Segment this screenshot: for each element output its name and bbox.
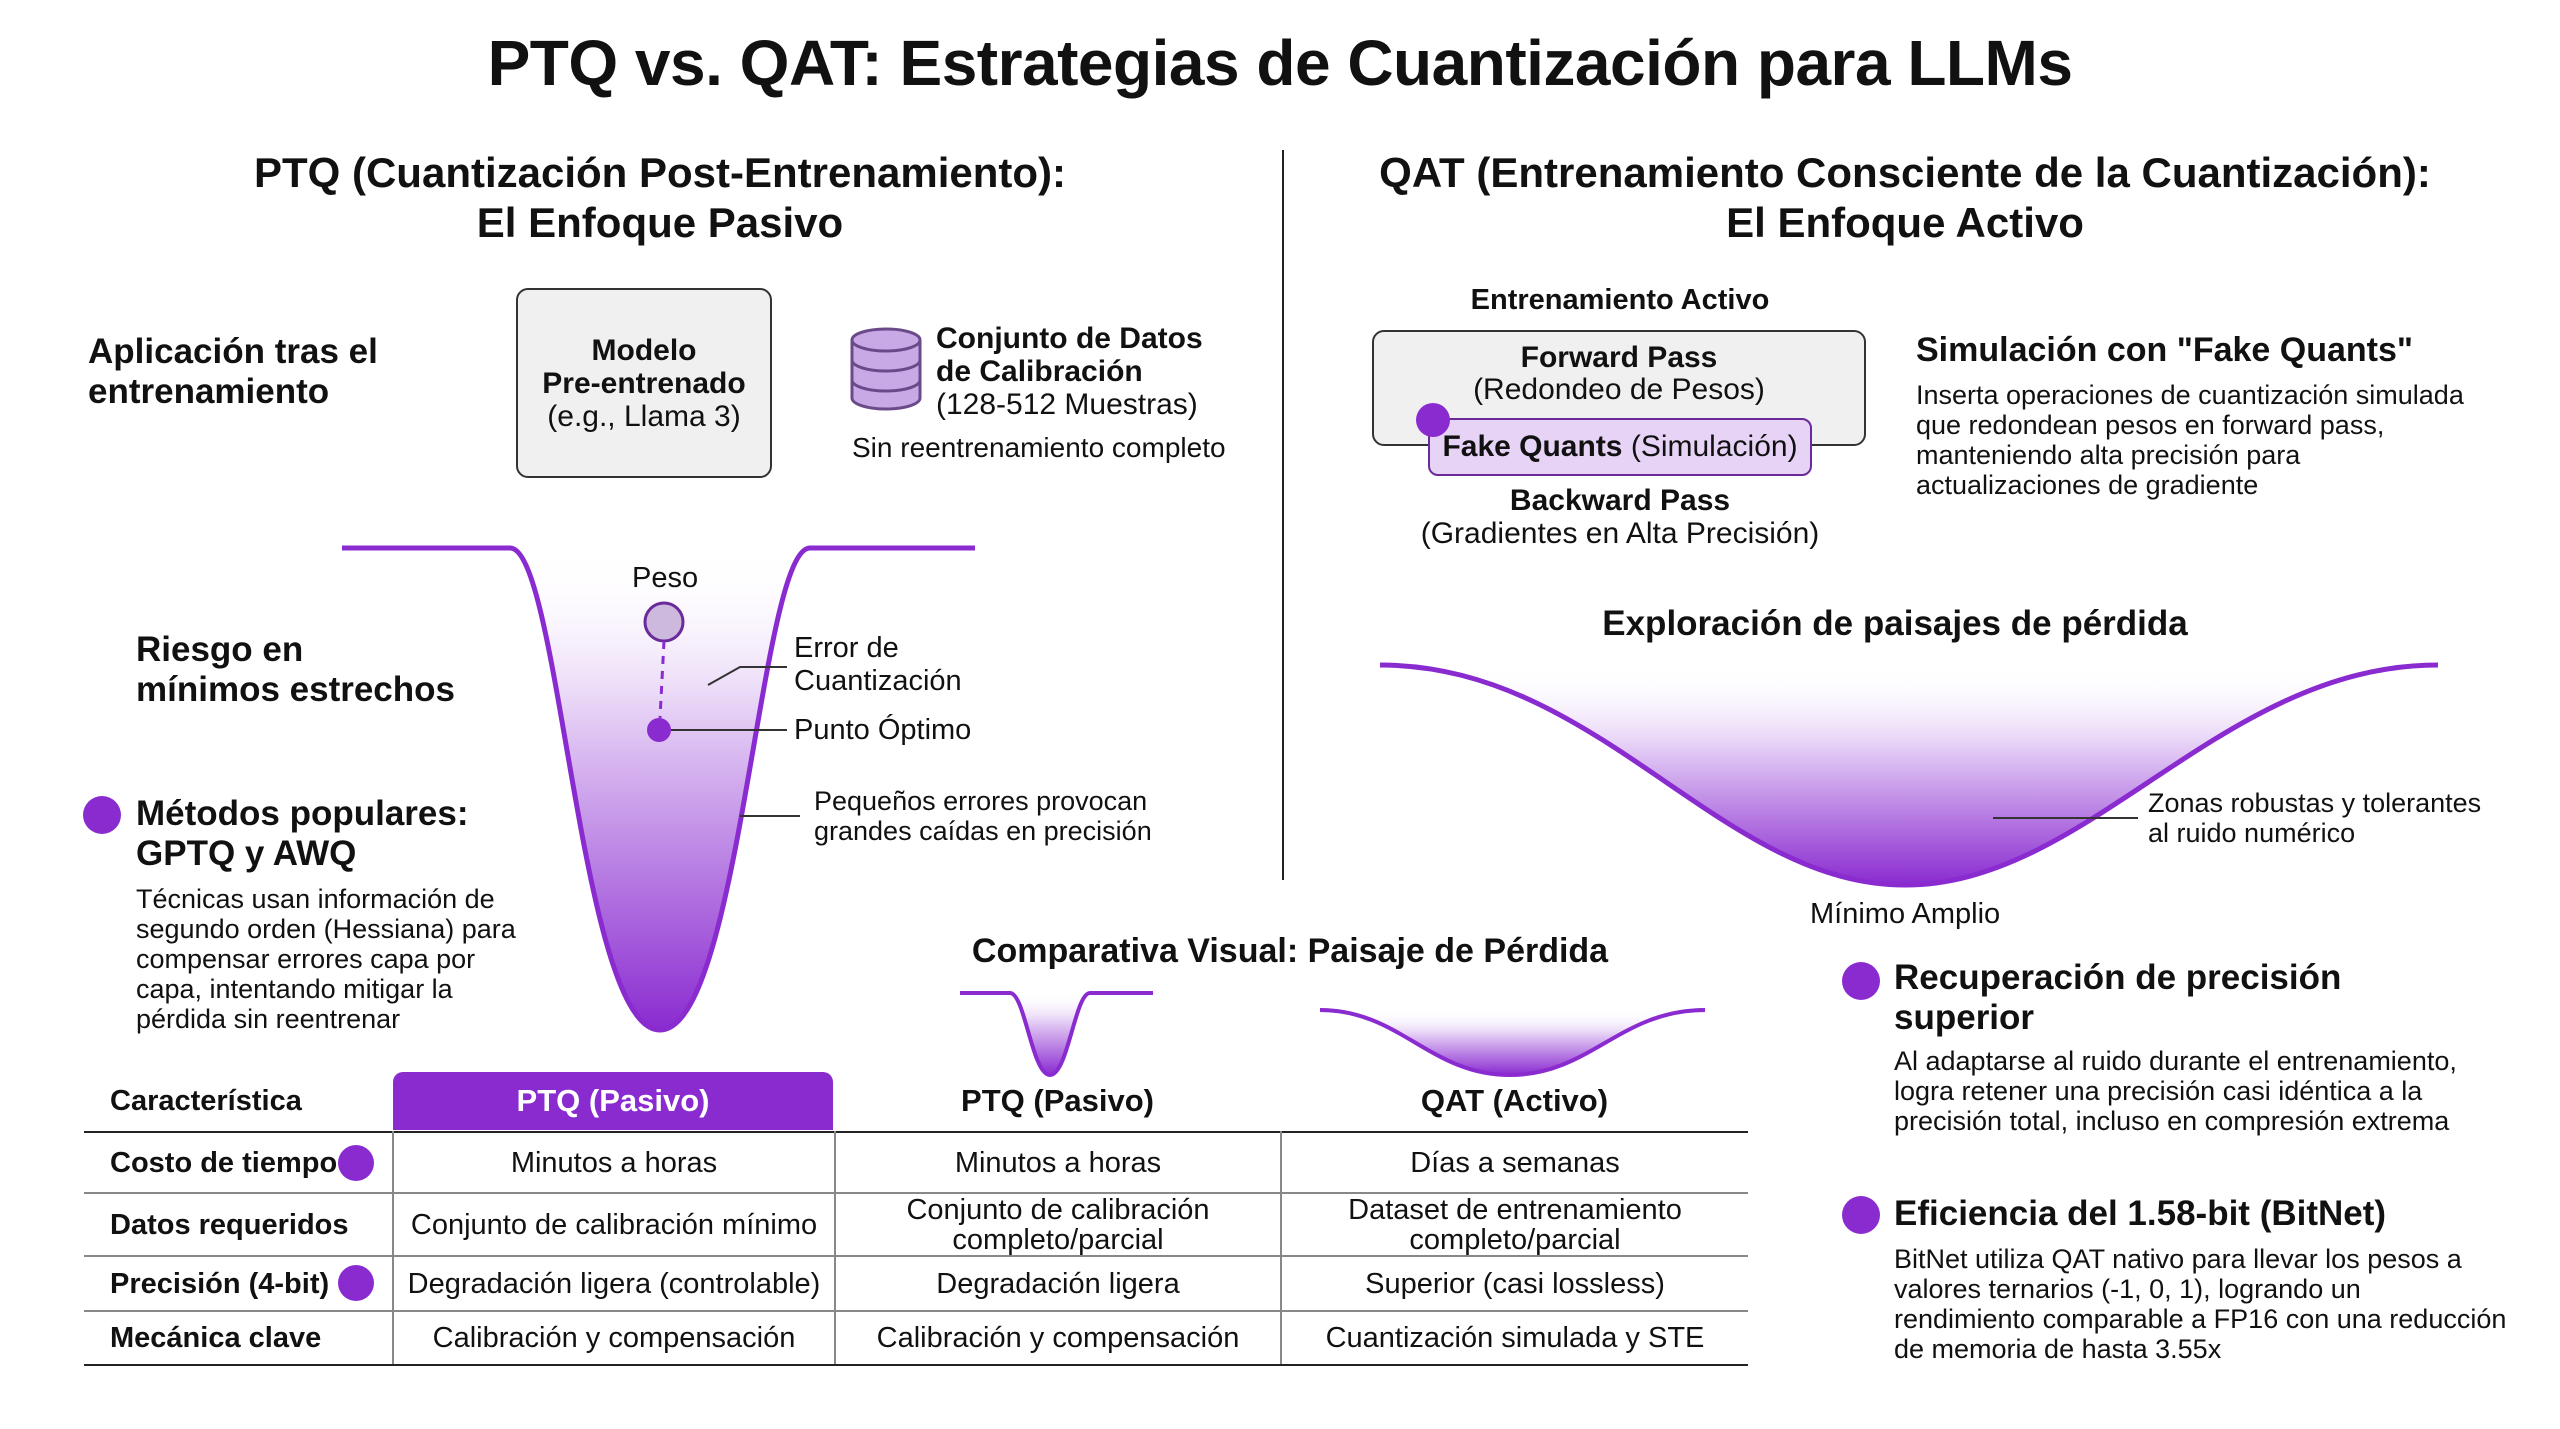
visual-comparison-title: Comparativa Visual: Paisaje de Pérdida (971, 932, 1609, 970)
methods-desc-line: compensar errores capa por (136, 944, 476, 974)
quantization-error-line (658, 640, 666, 719)
fake-quants-box: Fake Quants (Simulación) (1428, 418, 1812, 476)
calibration-dataset: Conjunto de Datos de Calibración (128-51… (936, 322, 1256, 421)
bitnet-desc-line: de memoria de hasta 3.55x (1894, 1334, 2222, 1364)
bitnet-title: Eficiencia del 1.58-bit (BitNet) (1894, 1194, 2387, 1233)
application-line2: entrenamiento (88, 372, 330, 411)
risk-line1: Riesgo en (136, 630, 304, 669)
page-title: PTQ vs. QAT: Estrategias de Cuantización… (487, 27, 2073, 99)
qat-title-line2: El Enfoque Activo (1726, 199, 2084, 246)
narrow-minimum-curve (342, 545, 975, 1033)
recovery-line2: superior (1894, 998, 2035, 1037)
quant-error-line1: Error de (794, 632, 899, 664)
small-wide-curve (1319, 1008, 1706, 1078)
bitnet-desc-line: valores ternarios (-1, 0, 1), logrando u… (1894, 1274, 2361, 1304)
simulation-title: Simulación con "Fake Quants" (1916, 331, 2414, 369)
backward-pass-sub: (Gradientes en Alta Precisión) (1420, 517, 1820, 550)
forward-pass-sub: (Redondeo de Pesos) (1473, 373, 1765, 406)
methods-bullet (83, 796, 121, 834)
ptq-title-line1: PTQ (Cuantización Post-Entrenamiento): (253, 149, 1067, 196)
backward-pass-label: Backward Pass (1509, 484, 1731, 517)
bitnet-desc-line: rendimiento comparable a FP16 con una re… (1894, 1304, 2507, 1334)
calibration-line1: Conjunto de Datos (936, 322, 1203, 355)
risk-label: Riesgo en mínimos estrechos (136, 630, 496, 710)
recovery-title: Recuperación de precisión superior (1894, 958, 2454, 1038)
weight-point (643, 601, 685, 643)
methods-description: Técnicas usan información de segundo ord… (136, 884, 576, 1034)
robust-line1: Zonas robustas y tolerantes (2148, 788, 2482, 818)
backward-pass: Backward Pass (Gradientes en Alta Precis… (1370, 484, 1870, 550)
forward-pass-label: Forward Pass (1520, 341, 1718, 374)
robust-zones-label: Zonas robustas y tolerantes al ruido num… (2148, 788, 2481, 848)
wide-minimum-label: Mínimo Amplio (1810, 898, 2001, 930)
methods-title: Métodos populares: GPTQ y AWQ (136, 794, 556, 874)
qat-section-title: QAT (Entrenamiento Consciente de la Cuan… (1290, 148, 2520, 248)
model-box-line2: Pre-entrenado (542, 366, 746, 400)
recovery-desc-line: logra retener una precisión casi idéntic… (1894, 1076, 2423, 1106)
methods-desc-line: pérdida sin reentrenar (136, 1004, 401, 1034)
methods-desc-line: segundo orden (Hessiana) para (136, 914, 516, 944)
fake-quants-label: Fake Quants (1442, 430, 1623, 463)
bitnet-description: BitNet utiliza QAT nativo para llevar lo… (1894, 1244, 2544, 1364)
simulation-desc-line: actualizaciones de gradiente (1916, 470, 2259, 500)
small-errors-line1: Pequeños errores provocan (814, 786, 1148, 816)
ptq-section-title: PTQ (Cuantización Post-Entrenamiento): E… (160, 148, 1160, 248)
recovery-desc-line: Al adaptarse al ruido durante el entrena… (1894, 1046, 2457, 1076)
methods-line1: Métodos populares: (136, 794, 469, 833)
small-errors-label: Pequeños errores provocan grandes caídas… (814, 786, 1152, 846)
recovery-desc-line: precisión total, incluso en compresión e… (1894, 1106, 2450, 1136)
optimal-point (647, 718, 671, 742)
methods-desc-line: Técnicas usan información de (136, 884, 495, 914)
recovery-bullet (1842, 962, 1880, 1000)
wide-minimum-curve (1379, 662, 2439, 888)
narrow-minimum-fill (510, 548, 810, 1030)
quantization-error-label: Error de Cuantización (794, 632, 962, 698)
recovery-description: Al adaptarse al ruido durante el entrena… (1894, 1046, 2534, 1136)
simulation-desc-line: Inserta operaciones de cuantización simu… (1916, 380, 2464, 410)
methods-line2: GPTQ y AWQ (136, 834, 357, 873)
wide-minimum-fill (1380, 665, 2438, 885)
fake-quants-marker (1416, 403, 1450, 437)
model-box-line1: Modelo (591, 333, 697, 367)
methods-desc-line: capa, intentando mitigar la (136, 974, 453, 1004)
active-training-label: Entrenamiento Activo (1470, 284, 1770, 316)
bitnet-desc-line: BitNet utiliza QAT nativo para llevar lo… (1894, 1244, 2462, 1274)
model-box-line3: (e.g., Llama 3) (547, 399, 741, 433)
pretrained-model-box: Modelo Pre-entrenado (e.g., Llama 3) (516, 288, 772, 478)
application-label: Aplicación tras el entrenamiento (88, 332, 428, 412)
bitnet-bullet (1842, 1196, 1880, 1234)
quant-error-line2: Cuantización (794, 665, 962, 697)
small-narrow-curve (960, 991, 1153, 1078)
recovery-line1: Recuperación de precisión (1894, 958, 2342, 997)
database-icon (850, 327, 922, 411)
landscape-title: Exploración de paisajes de pérdida (1602, 604, 2188, 643)
robust-line2: al ruido numérico (2148, 818, 2356, 848)
application-line1: Aplicación tras el (88, 332, 378, 371)
section-divider (1282, 150, 1284, 880)
simulation-description: Inserta operaciones de cuantización simu… (1916, 380, 2516, 500)
fake-quants-sub: (Simulación) (1630, 430, 1798, 463)
simulation-desc-line: manteniendo alta precisión para (1916, 440, 2301, 470)
risk-line2: mínimos estrechos (136, 670, 455, 709)
ptq-title-line2: El Enfoque Pasivo (476, 199, 844, 246)
qat-title-line1: QAT (Entrenamiento Consciente de la Cuan… (1379, 149, 2431, 196)
small-errors-line2: grandes caídas en precisión (814, 816, 1152, 846)
weight-label: Peso (632, 562, 699, 594)
calibration-line3: (128-512 Muestras) (936, 388, 1198, 421)
no-retraining-note: Sin reentrenamiento completo (852, 432, 1226, 463)
simulation-desc-line: que redondean pesos en forward pass, (1916, 410, 2385, 440)
calibration-line2: de Calibración (936, 355, 1143, 388)
optimal-point-label: Punto Óptimo (794, 714, 972, 746)
